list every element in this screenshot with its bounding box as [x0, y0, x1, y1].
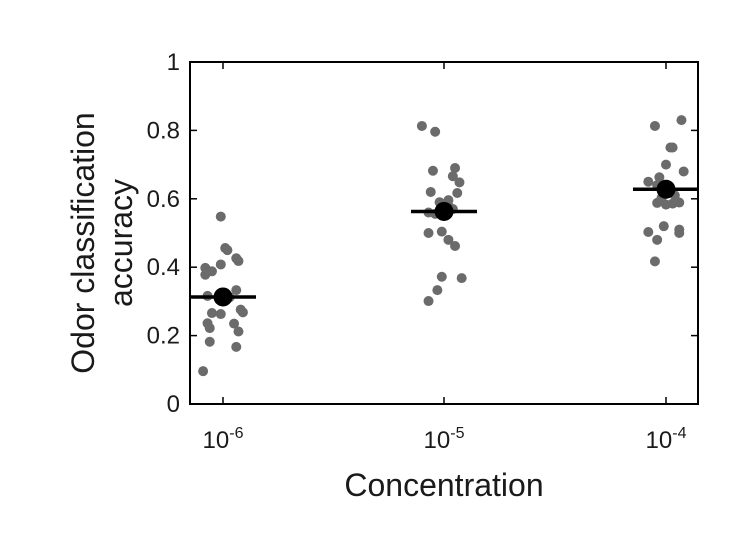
y-axis: 0 0.2 0.4 0.6 0.8 1	[147, 49, 698, 418]
data-point	[233, 256, 244, 267]
data-point	[423, 228, 434, 238]
data-point	[222, 245, 233, 256]
data-point	[649, 120, 660, 131]
data-point	[652, 234, 663, 245]
data-point	[231, 341, 242, 352]
data-points	[198, 115, 689, 377]
y-axis-label: Odor classificationaccuracy	[65, 112, 139, 373]
data-point	[456, 273, 467, 284]
data-point	[215, 309, 226, 320]
data-point	[676, 115, 687, 126]
data-point	[443, 234, 454, 245]
x-axis-label: Concentration	[344, 467, 543, 503]
data-point	[649, 256, 660, 267]
data-point	[667, 142, 678, 153]
data-point	[661, 159, 671, 170]
x-axis: 10-6 10-5 10-4	[203, 62, 687, 454]
data-point	[416, 120, 427, 131]
y-tick-label: 0.8	[147, 117, 180, 144]
data-point	[674, 197, 685, 208]
data-point	[215, 211, 226, 222]
data-point	[427, 165, 438, 176]
mean-markers	[190, 179, 699, 307]
data-point	[454, 177, 465, 188]
data-point	[206, 266, 217, 277]
data-point	[229, 318, 240, 329]
data-point	[678, 166, 689, 177]
data-point	[233, 326, 244, 337]
x-tick-label: 10-6	[203, 425, 244, 454]
data-point	[450, 163, 461, 174]
y-axis-label-line: Odor classification	[65, 112, 101, 373]
y-tick-label: 0.2	[147, 323, 180, 350]
y-tick-label: 1	[167, 49, 180, 76]
data-point	[204, 323, 215, 334]
data-point	[206, 308, 217, 319]
x-tick-label: 10-4	[646, 425, 687, 454]
data-point	[425, 186, 436, 197]
data-point	[198, 366, 209, 377]
data-point	[237, 307, 248, 318]
data-point	[654, 172, 665, 183]
data-point	[430, 126, 441, 137]
data-point	[436, 271, 447, 282]
x-tick-label: 10-5	[424, 425, 465, 454]
data-point	[450, 240, 461, 251]
y-tick-label: 0	[167, 391, 180, 418]
data-point	[674, 228, 685, 238]
data-point	[643, 176, 654, 187]
y-axis-label-line: accuracy	[103, 179, 139, 307]
data-point	[204, 336, 215, 347]
data-point	[643, 226, 654, 237]
data-point	[215, 259, 226, 270]
data-point	[432, 285, 443, 296]
data-point	[423, 296, 434, 307]
data-point	[658, 221, 669, 232]
y-tick-label: 0.4	[147, 254, 180, 281]
data-point	[436, 226, 447, 237]
data-point	[231, 285, 242, 296]
data-point	[452, 187, 463, 198]
mean-marker	[434, 201, 454, 221]
y-tick-label: 0.6	[147, 186, 180, 213]
mean-marker	[213, 287, 233, 307]
data-point	[447, 171, 458, 182]
mean-marker	[656, 179, 676, 199]
